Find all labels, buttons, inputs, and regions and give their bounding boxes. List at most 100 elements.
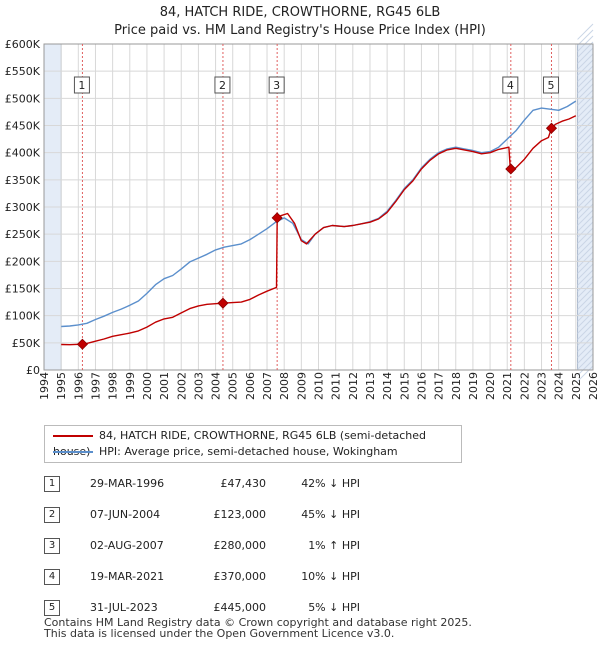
title-line-1: 84, HATCH RIDE, CROWTHORNE, RG45 6LB	[159, 5, 441, 20]
hatch-line	[577, 287, 594, 304]
hatch-line	[577, 71, 594, 88]
sale-row: 5 31-JUL-2023 £445,000 5% ↓ HPI	[44, 598, 444, 618]
x-tick-label: 2014	[381, 372, 394, 400]
x-tick-label: 2016	[415, 372, 428, 400]
hatch-line	[577, 161, 594, 178]
sale-label-box	[73, 76, 90, 94]
y-tick-label: £600K	[5, 38, 41, 51]
sale-price: £280,000	[213, 539, 267, 552]
sale-date: 31-JUL-2023	[90, 601, 158, 614]
x-tick-label: 2022	[518, 372, 531, 400]
hatch-line	[577, 137, 594, 154]
x-tick-label: 2005	[227, 372, 240, 400]
hatch-line	[577, 125, 594, 142]
y-tick-label: £50K	[12, 337, 41, 350]
legend-item-hpi: HPI: Average price, semi-detached house,…	[53, 444, 398, 460]
x-tick-label: 2017	[433, 372, 446, 400]
hatch-line	[577, 215, 594, 232]
hatch-line	[577, 191, 594, 208]
hatch-line	[577, 53, 594, 70]
x-tick-label: 2026	[587, 372, 600, 400]
y-tick-label: £550K	[5, 65, 41, 78]
hatch-line	[577, 227, 594, 244]
x-tick-label: 2023	[536, 372, 549, 400]
sale-point	[271, 212, 283, 224]
hatch-line	[577, 119, 594, 136]
x-tick-label: 2001	[158, 372, 171, 400]
hatch-line	[577, 239, 594, 256]
hatch-line	[577, 131, 594, 148]
y-tick-label: £150K	[5, 283, 41, 296]
sale-point	[217, 297, 229, 309]
sale-label-number: 2	[219, 79, 226, 92]
x-tick-label: 2019	[467, 372, 480, 400]
sale-price: £370,000	[213, 570, 267, 583]
footer-line-2: This data is licensed under the Open Gov…	[44, 627, 395, 640]
sale-number: 5	[44, 600, 60, 616]
footer: Contains HM Land Registry data © Crown c…	[44, 617, 584, 639]
plot-frame	[43, 43, 594, 371]
sale-label-number: 4	[507, 79, 514, 92]
hatch-line	[577, 269, 594, 286]
hatch-line	[577, 173, 594, 190]
y-tick-label: £400K	[5, 147, 41, 160]
x-tick-label: 2000	[141, 372, 154, 400]
legend-swatch-hpi	[53, 451, 93, 453]
x-tick-label: 2003	[192, 372, 205, 400]
y-tick-label: £0	[26, 364, 40, 377]
legend-item-property: 84, HATCH RIDE, CROWTHORNE, RG45 6LB (se…	[53, 428, 461, 458]
hatch-line	[577, 293, 594, 310]
sale-date: 29-MAR-1996	[90, 477, 165, 490]
y-tick-label: £500K	[5, 92, 41, 105]
hatch-line	[577, 29, 594, 46]
x-tick-label: 2025	[570, 372, 583, 400]
hatch-line	[577, 323, 594, 340]
y-tick-label: £200K	[5, 255, 41, 268]
hatch-line	[577, 221, 594, 238]
title-line-2: Price paid vs. HM Land Registry's House …	[114, 23, 486, 38]
hatch-line	[577, 281, 594, 298]
sale-number: 2	[44, 507, 60, 523]
sale-row: 4 19-MAR-2021 £370,000 10% ↓ HPI	[44, 567, 444, 587]
x-tick-label: 2008	[278, 372, 291, 400]
sale-row: 1 29-MAR-1996 £47,430 42% ↓ HPI	[44, 474, 444, 494]
x-tick-label: 2007	[261, 372, 274, 400]
x-tick-label: 2010	[313, 372, 326, 400]
hatch-line	[577, 155, 594, 172]
hatch-line	[577, 101, 594, 118]
hatch-line	[577, 317, 594, 334]
hatch-line	[577, 179, 594, 196]
sale-point	[505, 163, 517, 175]
hatch-line	[577, 209, 594, 226]
hatch-line	[577, 365, 594, 382]
y-tick-label: £350K	[5, 174, 41, 187]
x-tick-label: 2013	[364, 372, 377, 400]
price-chart: £0 £50K £100K £150K £200K £250K £300K £350K £400…	[5, 23, 600, 400]
hatch-line	[577, 47, 594, 64]
hatch-line	[577, 113, 594, 130]
sale-row: 2 07-JUN-2004 £123,000 45% ↓ HPI	[44, 505, 444, 525]
sale-hpi-diff: 45% ↓ HPI	[301, 508, 360, 521]
sale-hpi-diff: 42% ↓ HPI	[301, 477, 360, 490]
sale-number: 1	[44, 476, 60, 492]
hatch-line	[577, 257, 594, 274]
sale-label-number: 3	[273, 79, 280, 92]
x-tick-label: 2024	[553, 372, 566, 400]
hatch-line	[577, 83, 594, 100]
sale-price: £445,000	[213, 601, 267, 614]
sale-number: 4	[44, 569, 60, 585]
x-tick-label: 2020	[484, 372, 497, 400]
hatch-line	[577, 233, 594, 250]
x-tick-label: 2011	[330, 372, 343, 400]
hatch-line	[577, 185, 594, 202]
sale-label-number: 5	[547, 79, 554, 92]
sale-label-box	[502, 76, 519, 94]
x-tick-label: 2018	[450, 372, 463, 400]
hatch-line	[577, 347, 594, 364]
y-tick-label: £300K	[5, 201, 41, 214]
hatch-line	[577, 335, 594, 352]
x-tick-label: 2009	[295, 372, 308, 400]
sale-price: £47,430	[220, 477, 267, 490]
sale-date: 19-MAR-2021	[90, 570, 165, 583]
sale-price: £123,000	[213, 508, 267, 521]
